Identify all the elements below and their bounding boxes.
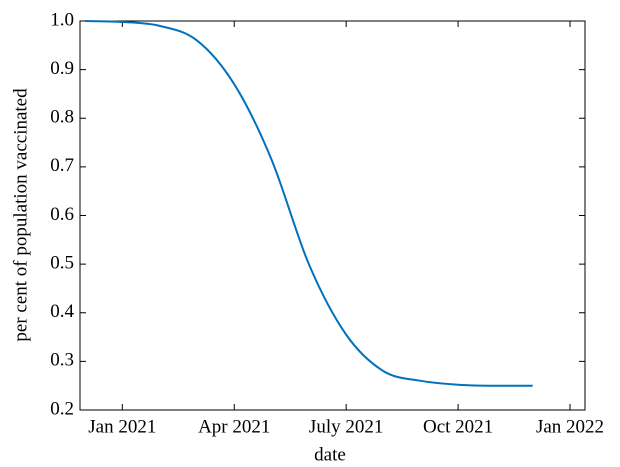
y-tick-label: 0.5 — [50, 252, 74, 273]
plot-frame — [79, 20, 586, 411]
y-tick-label: 0.8 — [50, 107, 74, 128]
x-tick-label: July 2021 — [309, 416, 383, 437]
x-tick-label: Apr 2021 — [198, 416, 270, 437]
y-tick-label: 0.4 — [50, 301, 74, 322]
data-line — [84, 20, 533, 387]
y-axis-label: per cent of population vaccinated — [10, 88, 31, 342]
y-tick-label: 0.6 — [50, 204, 74, 225]
x-tick-label: Oct 2021 — [423, 416, 493, 437]
y-tick-label: 1.0 — [50, 9, 74, 30]
y-tick-label: 0.9 — [50, 58, 74, 79]
y-tick-label: 0.3 — [50, 350, 74, 371]
x-tick-label: Jan 2022 — [536, 416, 604, 437]
x-axis-label: date — [314, 444, 346, 465]
y-tick-label: 0.2 — [50, 398, 74, 419]
x-tick-label: Jan 2021 — [88, 416, 156, 437]
y-tick-label: 0.7 — [50, 155, 74, 176]
